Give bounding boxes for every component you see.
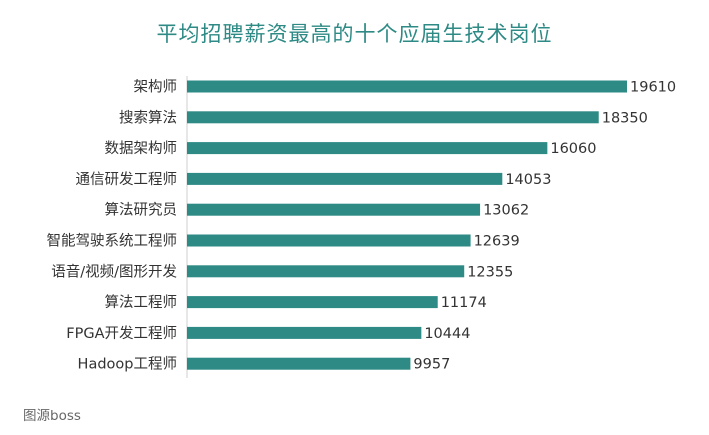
value-label: 9957 [413,357,450,373]
category-label: Hadoop工程师 [78,356,177,373]
value-label: 10444 [424,326,470,342]
bar [187,265,465,278]
value-label: 18350 [602,110,648,126]
category-label: 算法工程师 [105,294,178,311]
bar [187,80,627,93]
bar [187,296,438,309]
category-label: FPGA开发工程师 [66,325,177,342]
category-label: 通信研发工程师 [76,171,178,188]
source-note: 图源boss [23,408,81,424]
bar [187,234,471,247]
bar [187,142,548,155]
category-label: 架构师 [134,79,178,96]
category-label: 算法研究员 [105,202,178,219]
bar [187,172,503,185]
chart-title: 平均招聘薪资最高的十个应届生技术岗位 [156,22,553,46]
value-label: 12639 [474,234,520,250]
value-label: 14053 [505,172,551,188]
category-label: 数据架构师 [105,140,178,157]
value-label: 19610 [630,80,676,96]
bar [187,326,422,339]
bar [187,111,599,124]
value-label: 11174 [441,295,487,311]
category-label: 智能驾驶系统工程师 [47,233,178,250]
value-label: 12355 [467,264,513,280]
category-label: 搜索算法 [119,109,177,126]
value-label: 13062 [483,203,529,219]
bar [187,203,481,216]
bar [187,357,411,370]
bar-group: 架构师 19610 搜索算法 18350 数据架构师 16060 通信研发工程师 14053 算… [47,79,677,373]
value-label: 16060 [550,141,596,157]
category-label: 语音/视频/图形开发 [51,263,177,280]
